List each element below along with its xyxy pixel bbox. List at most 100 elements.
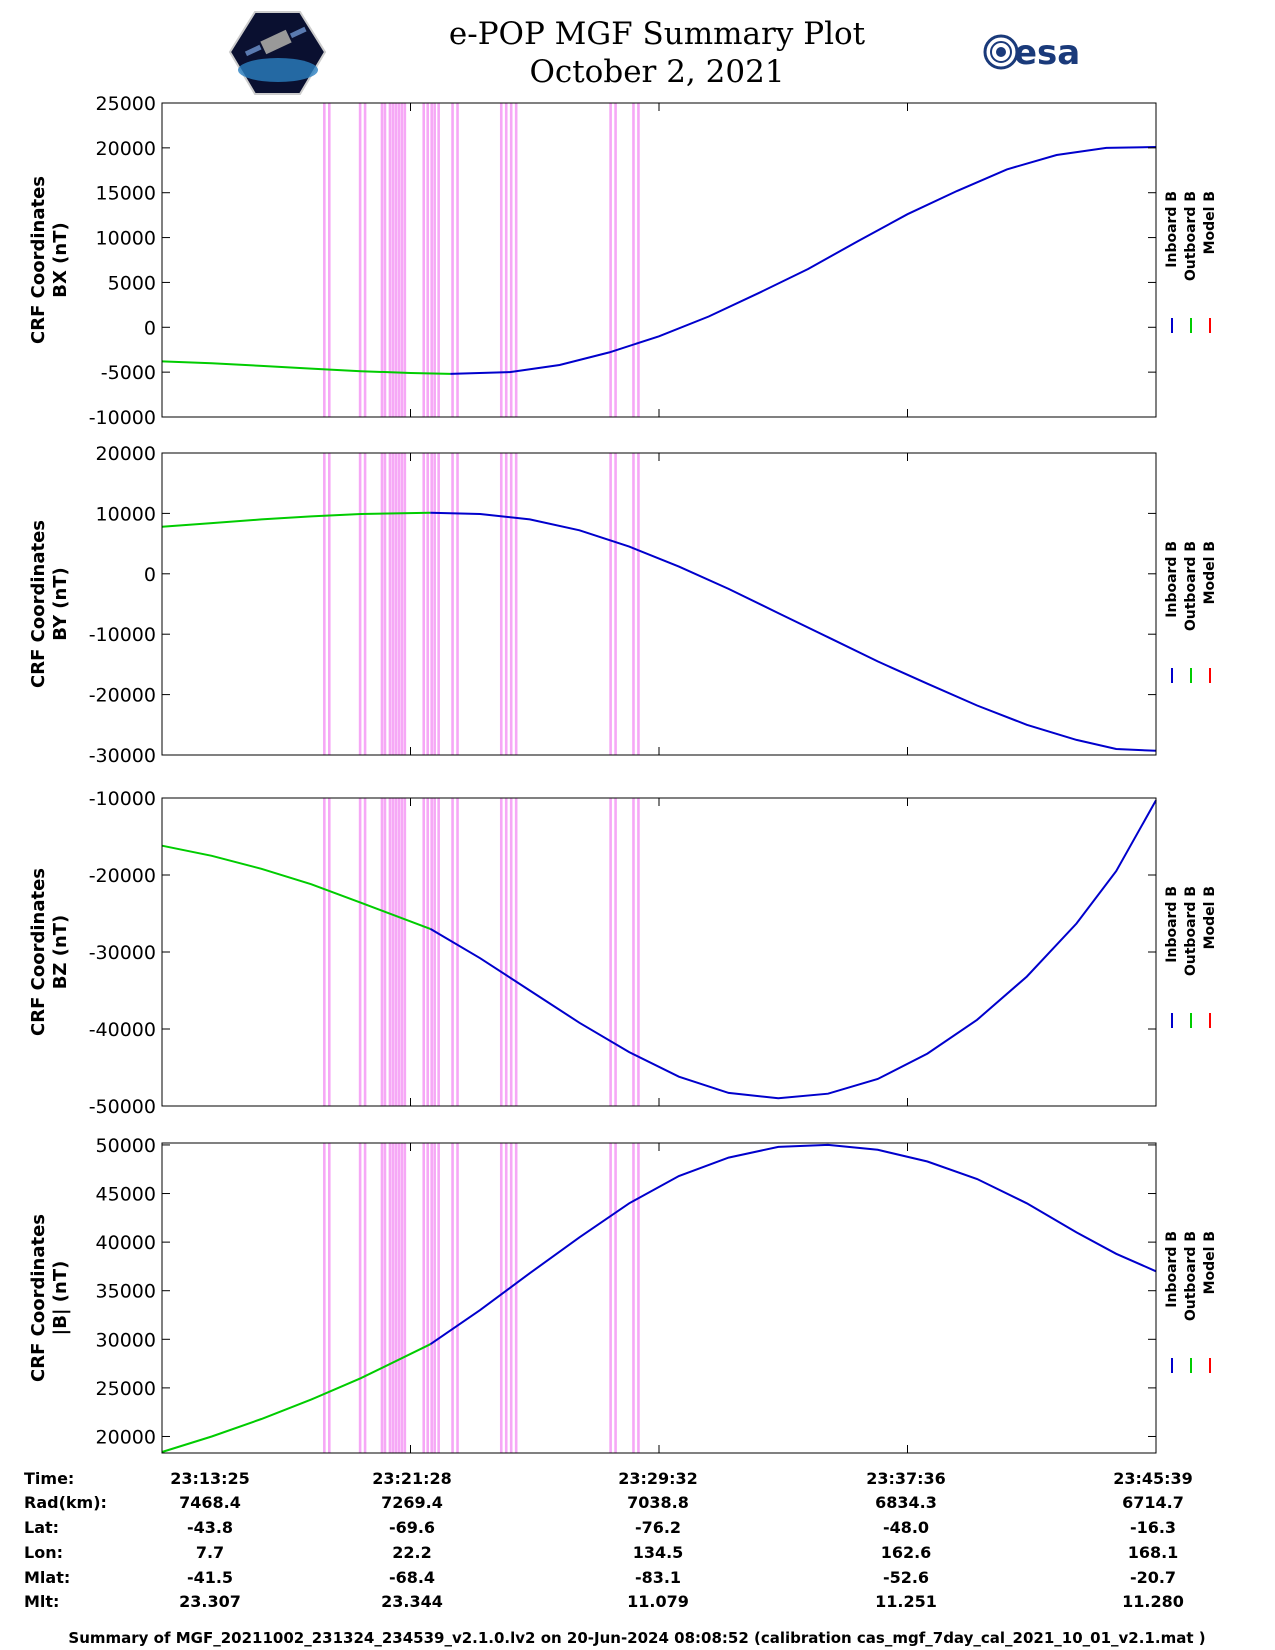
flag-band (451, 103, 454, 417)
flag-band (426, 103, 430, 417)
y-tick-label: 20000 (96, 138, 156, 160)
title-line2: October 2, 2021 (529, 54, 784, 90)
flag-band (451, 453, 454, 755)
panel-1: 25000 20000 15000 10000 5000 0 -5000 -10000 CRF … (28, 93, 1218, 429)
flag-band (437, 1143, 440, 1453)
flag-band (504, 453, 508, 755)
cassiope-logo (228, 11, 327, 95)
flag-band (614, 1143, 617, 1453)
esa-logo-text: esa (1014, 33, 1080, 73)
flag-band (422, 103, 426, 417)
flag-band (456, 798, 459, 1106)
info-row-label: Time: (24, 1469, 74, 1488)
flag-band (456, 1143, 459, 1453)
flag-band (637, 798, 640, 1106)
flag-band (456, 103, 459, 417)
flag-band (426, 1143, 430, 1453)
info-row-label: Mlt: (24, 1592, 59, 1611)
flag-band (637, 453, 640, 755)
info-cell: -48.0 (883, 1518, 929, 1537)
flag-band (509, 798, 513, 1106)
flag-band (400, 1143, 404, 1453)
info-cell: -83.1 (635, 1568, 681, 1587)
info-cell: 11.280 (1122, 1592, 1184, 1611)
flag-band (614, 453, 617, 755)
y-axis-label: CRF CoordinatesBZ (nT) (28, 868, 71, 1036)
y-tick-label: -5000 (101, 362, 156, 384)
info-cell: 23:21:28 (372, 1469, 452, 1488)
info-cell: 7038.8 (627, 1493, 689, 1512)
panel-2: 20000 10000 0 -10000 -20000 -30000 CRF Coordin… (28, 443, 1218, 767)
info-cell: -16.3 (1130, 1518, 1176, 1537)
flag-band (397, 453, 401, 755)
flag-band (394, 1143, 398, 1453)
flag-band (323, 103, 326, 417)
info-cell: 23:13:25 (170, 1469, 250, 1488)
panel-3: -10000 -20000 -30000 -40000 -50000 CRF Coordi… (28, 788, 1218, 1118)
flag-band (383, 103, 387, 417)
flag-band (388, 453, 392, 755)
y-tick-label: 20000 (96, 1426, 156, 1448)
flag-band (509, 453, 513, 755)
flag-band (394, 453, 398, 755)
y-axis-label-line2: BY (nT) (50, 567, 71, 641)
flag-band (632, 453, 635, 755)
flag-band (403, 103, 407, 417)
flag-band (391, 103, 395, 417)
legend-entry: Inboard B (1164, 541, 1180, 618)
flag-band (323, 453, 326, 755)
flag-band (327, 103, 331, 417)
y-axis-label: CRF CoordinatesBY (nT) (28, 520, 71, 688)
flag-band (499, 798, 503, 1106)
info-cell: 7468.4 (179, 1493, 241, 1512)
info-cell: 6714.7 (1122, 1493, 1184, 1512)
flag-band (430, 798, 433, 1106)
footer-caption: Summary of MGF_20211002_231324_234539_v2… (68, 1629, 1205, 1647)
series-line-inboard-b (429, 799, 1157, 1100)
info-cell: 23:37:36 (866, 1469, 946, 1488)
series-line-outboard-b (161, 360, 451, 375)
flag-band (388, 1143, 392, 1453)
flag-band (422, 798, 426, 1106)
info-cell: -20.7 (1130, 1568, 1176, 1587)
flag-band (433, 798, 436, 1106)
flag-band (397, 1143, 401, 1453)
flag-band (637, 103, 640, 417)
info-cell: -52.6 (883, 1568, 929, 1587)
flag-band (504, 1143, 508, 1453)
info-row-label: Rad(km): (24, 1493, 107, 1512)
flag-band (380, 798, 384, 1106)
flag-band (504, 103, 508, 417)
y-tick-label: 0 (144, 317, 156, 339)
flag-band (422, 453, 426, 755)
flag-band (509, 103, 513, 417)
info-cell: -76.2 (635, 1518, 681, 1537)
series-line-outboard-b (161, 511, 431, 528)
y-tick-label: 45000 (96, 1184, 156, 1206)
flag-band (391, 453, 395, 755)
flag-band (632, 103, 635, 417)
y-tick-label: 25000 (96, 1378, 156, 1400)
plot-frame (161, 1142, 1157, 1454)
info-row-label: Lat: (24, 1518, 59, 1537)
flag-band (380, 1143, 384, 1453)
y-tick-label: -40000 (89, 1019, 156, 1041)
y-tick-label: -50000 (89, 1096, 156, 1118)
legend-entry: Outboard B (1183, 1231, 1199, 1321)
flag-band (327, 1143, 331, 1453)
info-cell: -43.8 (187, 1518, 233, 1537)
y-axis-label-line1: CRF Coordinates (28, 868, 49, 1036)
plot-frame (161, 102, 1157, 418)
y-tick-label: 25000 (96, 93, 156, 115)
flag-band (391, 1143, 395, 1453)
flag-band (499, 103, 503, 417)
flag-band (403, 1143, 407, 1453)
flag-band (358, 798, 362, 1106)
flag-band (609, 453, 612, 755)
flag-band (609, 103, 612, 417)
flag-band (430, 1143, 433, 1453)
flag-band (358, 1143, 362, 1453)
flag-band (383, 798, 387, 1106)
flag-band (437, 453, 440, 755)
